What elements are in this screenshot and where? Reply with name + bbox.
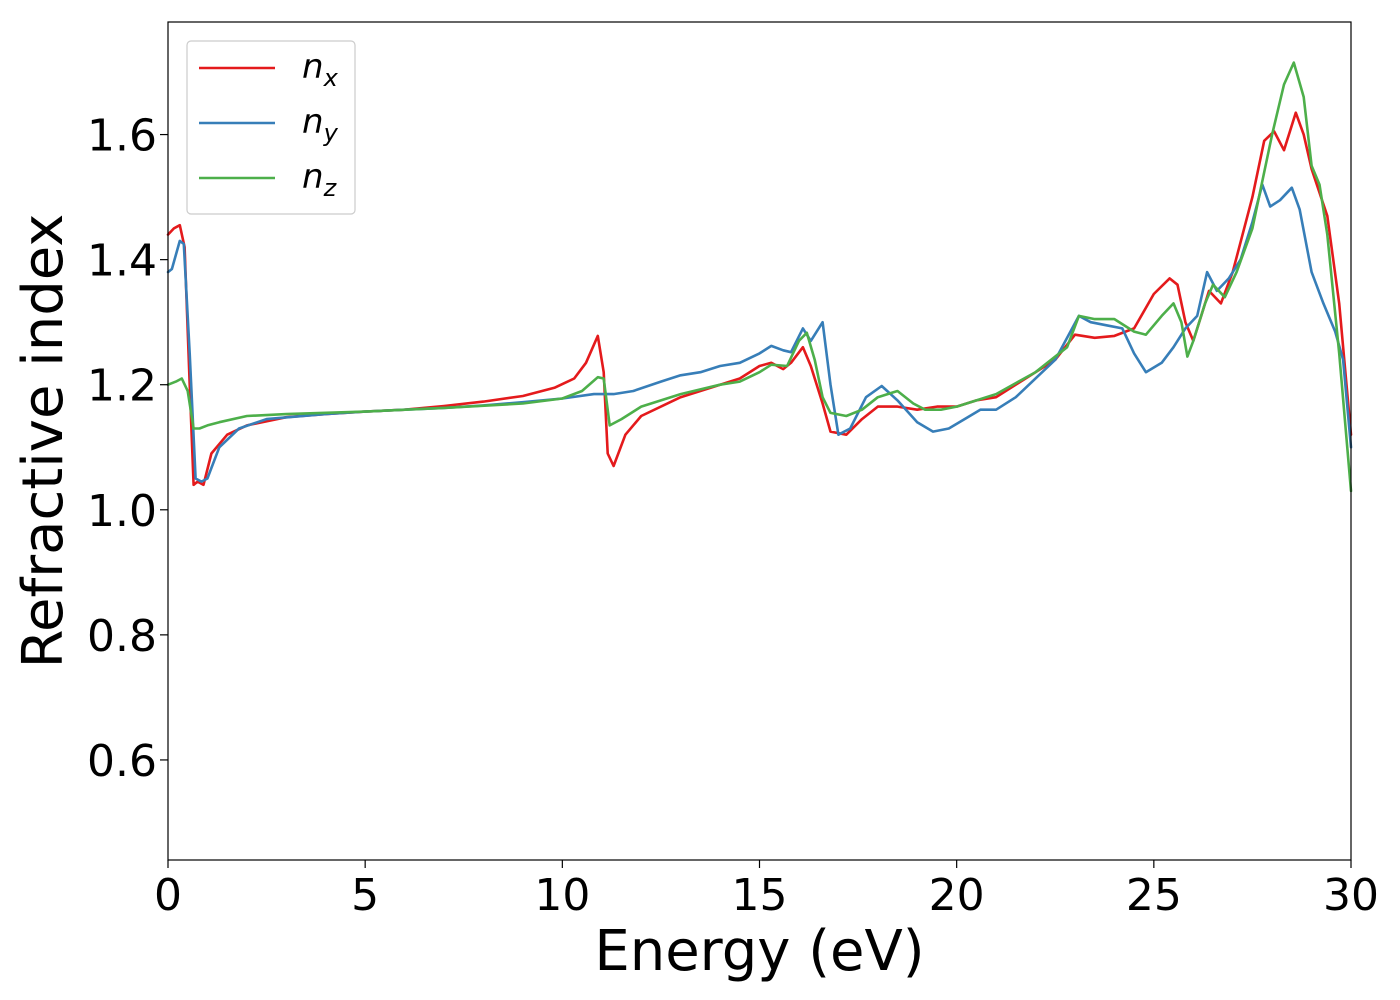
x-tick-label: 25 xyxy=(1126,870,1182,921)
x-tick-label: 0 xyxy=(154,870,182,921)
plot-area xyxy=(166,21,1353,861)
legend: nx ny nz xyxy=(186,40,356,215)
y-tick-label: 1.2 xyxy=(87,361,157,412)
legend-frame xyxy=(186,40,356,215)
y-tick-label: 0.8 xyxy=(87,611,157,662)
x-tick-label: 15 xyxy=(732,870,788,921)
x-tick-label: 5 xyxy=(351,870,379,921)
series-layer xyxy=(166,61,1353,493)
legend-label-ny: ny xyxy=(302,102,339,147)
legend-label-nx: nx xyxy=(302,47,339,92)
legend-label-nz: nz xyxy=(302,157,338,202)
x-tick-label: 10 xyxy=(534,870,590,921)
series-line-nz xyxy=(166,61,1353,493)
y-axis-ticks: 0.6 0.8 1.0 1.2 1.4 1.6 xyxy=(87,111,168,787)
x-axis-label: Energy (eV) xyxy=(594,919,924,984)
x-axis-ticks: 0 5 10 15 20 25 30 xyxy=(154,860,1379,921)
y-axis-label: Refractive index xyxy=(11,214,76,669)
y-tick-label: 1.6 xyxy=(87,111,157,162)
y-tick-label: 0.6 xyxy=(87,736,157,787)
y-tick-label: 1.0 xyxy=(87,486,157,537)
x-tick-label: 30 xyxy=(1323,870,1379,921)
y-tick-label: 1.4 xyxy=(87,236,157,287)
x-tick-label: 20 xyxy=(929,870,985,921)
